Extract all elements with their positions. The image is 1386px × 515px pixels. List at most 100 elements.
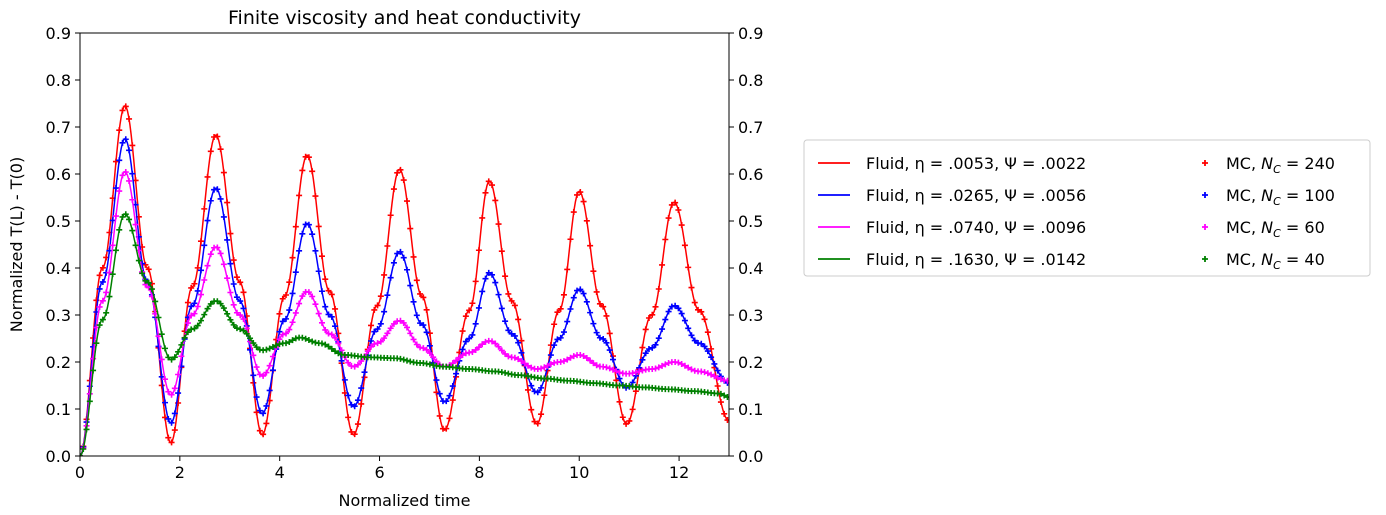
mc-point — [119, 172, 126, 179]
mc-point — [345, 392, 352, 399]
mc-point — [184, 320, 191, 327]
mc-point — [502, 273, 509, 280]
mc-point — [580, 290, 587, 297]
mc-point — [724, 394, 729, 401]
mc-point — [587, 242, 594, 249]
mc-point — [606, 365, 613, 372]
mc-point — [456, 354, 463, 361]
mc-point — [567, 236, 574, 243]
mc-point — [345, 359, 352, 366]
mc-point — [204, 305, 211, 312]
mc-point — [240, 305, 247, 312]
mc-point — [678, 222, 685, 229]
mc-point — [106, 293, 113, 300]
mc-point — [152, 298, 159, 305]
mc-point — [632, 369, 639, 376]
mc-point — [721, 392, 728, 399]
mc-point — [83, 426, 90, 433]
mc-point — [305, 289, 312, 296]
mc-point — [269, 343, 276, 350]
mc-point — [233, 309, 240, 316]
mc-point — [286, 338, 293, 345]
mc-points-1 — [80, 103, 729, 456]
mc-point — [240, 316, 247, 323]
mc-point — [368, 322, 375, 329]
mc-point — [165, 388, 172, 395]
mc-point — [642, 350, 649, 357]
mc-point — [318, 253, 325, 260]
mc-point — [168, 439, 175, 446]
mc-point — [508, 297, 515, 304]
mc-point — [171, 385, 178, 392]
mc-point — [459, 352, 466, 359]
mc-point — [250, 352, 257, 359]
mc-point — [606, 347, 613, 354]
mc-point — [466, 307, 473, 314]
mc-point — [230, 257, 237, 264]
mc-point — [266, 345, 273, 352]
mc-point — [224, 310, 231, 317]
mc-point — [116, 226, 123, 233]
mc-point — [593, 329, 600, 336]
mc-point — [394, 169, 401, 176]
mc-point — [498, 248, 505, 255]
mc-point — [90, 343, 97, 350]
mc-point — [318, 340, 325, 347]
mc-point — [112, 185, 119, 192]
x-tick-label: 4 — [275, 463, 285, 482]
mc-point — [528, 406, 535, 413]
mc-point — [397, 166, 404, 173]
mc-point — [188, 303, 195, 310]
legend-label-fluid-2: Fluid, η = .0265, Ψ = .0056 — [866, 186, 1086, 205]
mc-point — [534, 420, 541, 427]
mc-point — [711, 360, 718, 367]
legend-label-mc-2: MC, NC = 100 — [1226, 186, 1335, 208]
mc-point — [492, 197, 499, 204]
mc-point — [436, 412, 443, 419]
mc-point — [577, 286, 584, 293]
mc-point — [377, 293, 384, 300]
y-right-tick-label: 0.8 — [738, 71, 763, 90]
mc-point — [714, 367, 721, 374]
mc-point — [237, 326, 244, 333]
mc-point — [397, 248, 404, 255]
mc-point — [704, 370, 711, 377]
mc-point — [188, 284, 195, 291]
mc-point — [433, 389, 440, 396]
mc-point — [511, 354, 518, 361]
mc-point — [80, 446, 87, 452]
mc-point — [283, 330, 290, 337]
mc-point — [410, 253, 417, 260]
mc-point — [691, 337, 698, 344]
mc-point — [227, 230, 234, 237]
mc-point — [99, 278, 106, 285]
mc-point — [142, 261, 149, 268]
mc-point — [426, 342, 433, 349]
mc-point — [721, 410, 728, 417]
mc-point — [368, 343, 375, 350]
mc-point — [175, 390, 182, 397]
mc-point — [328, 345, 335, 352]
mc-point — [610, 356, 616, 363]
mc-point — [332, 334, 339, 341]
mc-point — [583, 354, 590, 361]
mc-point — [521, 360, 528, 367]
mc-point — [567, 354, 574, 361]
mc-point — [708, 345, 715, 352]
mc-point — [325, 287, 332, 294]
mc-point — [407, 282, 414, 289]
mc-point — [122, 211, 129, 218]
mc-point — [145, 266, 152, 273]
mc-point — [119, 107, 126, 114]
mc-point — [390, 186, 397, 193]
mc-point — [126, 115, 133, 122]
mc-point — [348, 428, 355, 435]
mc-point — [224, 236, 231, 243]
mc-point — [564, 318, 571, 325]
mc-point — [404, 324, 410, 331]
mc-point — [260, 431, 267, 438]
mc-point — [168, 356, 175, 363]
mc-point — [318, 319, 325, 326]
mc-point — [698, 340, 705, 347]
mc-point — [312, 301, 319, 308]
